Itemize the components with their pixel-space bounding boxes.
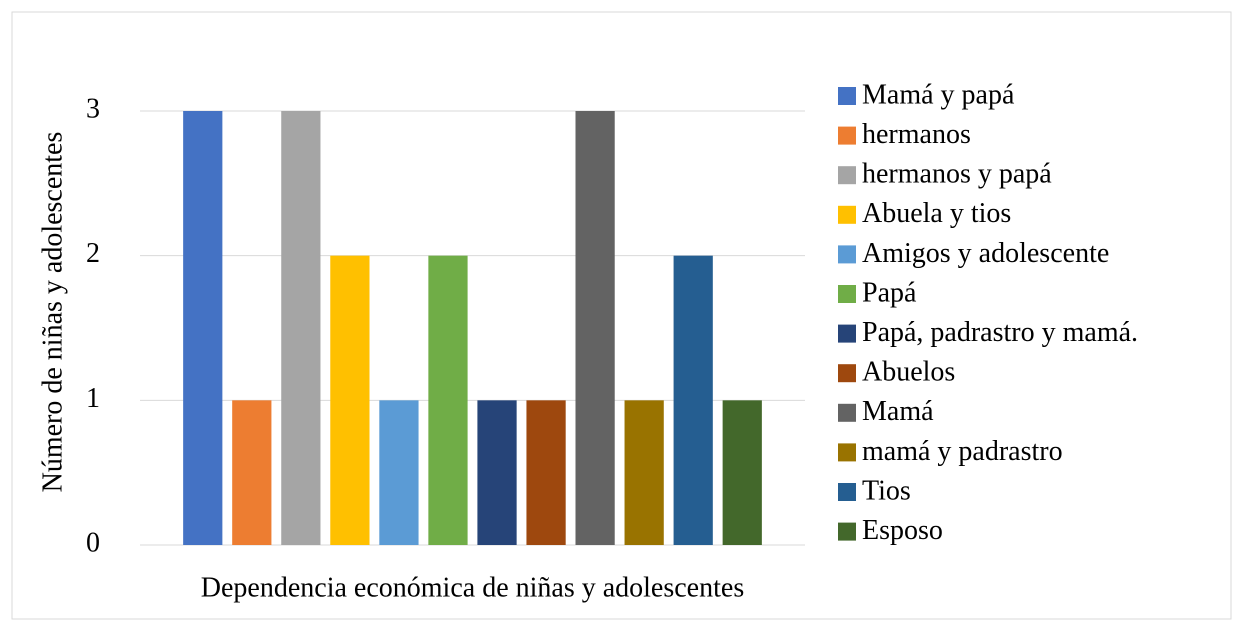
legend-swatch bbox=[838, 166, 856, 185]
y-tick-label: 1 bbox=[86, 383, 100, 414]
legend-label: Abuelos bbox=[862, 357, 955, 388]
legend-label: Tios bbox=[862, 475, 911, 506]
legend-swatch bbox=[838, 443, 856, 462]
legend-label: Mamá bbox=[862, 396, 934, 427]
legend-swatch bbox=[838, 364, 856, 383]
bar bbox=[722, 400, 762, 545]
legend-label: Abuela y tios bbox=[862, 198, 1011, 229]
bar bbox=[379, 400, 419, 545]
legend-label: Mamá y papá bbox=[862, 79, 1015, 110]
legend-swatch bbox=[838, 285, 856, 303]
legend-swatch bbox=[838, 126, 856, 145]
legend-swatch bbox=[838, 522, 856, 541]
x-tick-label: Dependencia económica de niñas y adolesc… bbox=[201, 572, 744, 603]
legend-label: Amigos y adolescente bbox=[862, 238, 1109, 269]
legend-swatch bbox=[838, 245, 856, 264]
legend-label: hermanos bbox=[862, 119, 971, 150]
legend-swatch bbox=[838, 87, 856, 105]
bar bbox=[183, 111, 223, 545]
legend-swatch bbox=[838, 403, 856, 422]
legend-label: hermanos y papá bbox=[862, 159, 1052, 190]
bar bbox=[673, 255, 713, 545]
bar bbox=[281, 111, 321, 545]
legend-swatch bbox=[838, 205, 856, 224]
y-axis-label: Número de niñas y adolescentes bbox=[37, 132, 68, 493]
y-tick-label: 0 bbox=[86, 527, 100, 558]
bar bbox=[232, 400, 272, 545]
bar bbox=[428, 255, 468, 545]
legend-swatch bbox=[838, 483, 856, 501]
bar bbox=[526, 400, 566, 545]
legend-label: Papá, padrastro y mamá. bbox=[862, 317, 1138, 348]
y-tick-label: 3 bbox=[86, 93, 100, 124]
bar bbox=[575, 111, 615, 545]
legend-label: mamá y padrastro bbox=[862, 436, 1063, 467]
bar bbox=[624, 400, 664, 545]
legend-label: Esposo bbox=[862, 515, 943, 546]
legend-swatch bbox=[838, 324, 856, 343]
bar bbox=[477, 400, 517, 545]
bar bbox=[330, 255, 370, 545]
y-tick-label: 2 bbox=[86, 238, 100, 269]
legend-label: Papá bbox=[862, 277, 917, 308]
